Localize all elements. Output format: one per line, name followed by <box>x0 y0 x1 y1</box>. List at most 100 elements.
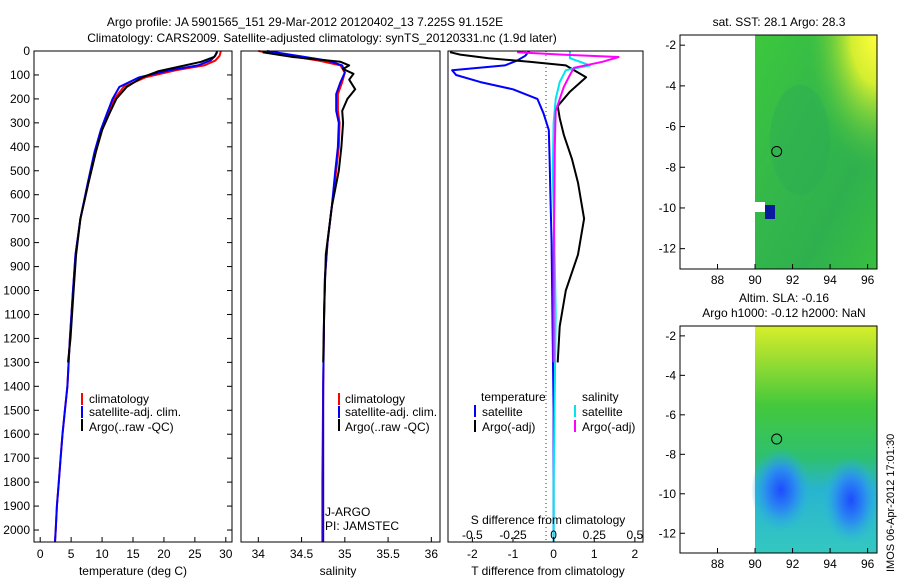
salinity-xtick-label: 35 <box>338 547 352 561</box>
temp-legend-sat: satellite-adj. clim. <box>89 405 181 419</box>
salinity-xtick-label: 34 <box>252 547 266 561</box>
difference-series-1 <box>449 51 588 363</box>
temperature-xlabel: temperature (deg C) <box>79 564 187 578</box>
sla-map-xtick-label: 88 <box>711 557 725 571</box>
temperature-xtick-label: 0 <box>37 547 44 561</box>
depth-ytick-label: 900 <box>10 260 30 274</box>
temperature-series <box>54 50 222 543</box>
difference-sal-tick-label: 0.5 <box>627 528 644 542</box>
difference-xlabel-temperature: T difference from climatology <box>471 564 625 578</box>
difference-xtick-label: 2 <box>632 547 639 561</box>
sla-map-ytick-label: -10 <box>659 487 677 501</box>
diff-legend-tsat: satellite <box>482 405 523 419</box>
sla-map-title-1: Altim. SLA: -0.16 <box>739 291 829 305</box>
institution-name: J-ARGO <box>325 505 370 519</box>
depth-ytick-label: 1600 <box>3 427 30 441</box>
sla-map-low-west <box>751 448 811 532</box>
temperature-xtick-label: 25 <box>188 547 202 561</box>
depth-ytick-label: 1200 <box>3 331 30 345</box>
salinity-xtick-label: 36 <box>425 547 439 561</box>
temperature-xtick-label: 30 <box>219 547 233 561</box>
salinity-legend: climatology satellite-adj. clim. Argo(..… <box>338 392 437 434</box>
difference-sal-tick-label: -0.25 <box>499 528 527 542</box>
sst-map-ytick-label: -6 <box>665 120 676 134</box>
salinity-x-ticks: 34 34.5 35 35.5 36 <box>252 537 439 561</box>
difference-sal-tick-label: 0.25 <box>583 528 607 542</box>
sst-map-y-ticks: -2 -4 -6 -8 -10 -12 <box>659 38 685 256</box>
depth-ytick-label: 1900 <box>3 499 30 513</box>
depth-ytick-label: 1400 <box>3 379 30 393</box>
sla-map-xtick-label: 96 <box>861 557 875 571</box>
sst-map-x-ticks: 88 90 92 94 96 <box>711 264 875 287</box>
depth-ytick-label: 700 <box>10 212 30 226</box>
sst-map-ytick-label: -4 <box>665 79 676 93</box>
depth-ytick-label: 200 <box>10 92 30 106</box>
sla-map-ytick-label: -4 <box>665 368 676 382</box>
difference-xtick-label: -2 <box>467 547 478 561</box>
sst-map-argo-marker <box>771 145 783 157</box>
depth-ytick-label: 300 <box>10 116 30 130</box>
temp-legend-clim: climatology <box>89 392 149 406</box>
sst-map-xtick-label: 92 <box>786 273 800 287</box>
difference-sal-tick-label: -0.5 <box>462 528 483 542</box>
temperature-legend: climatology satellite-adj. clim. Argo(..… <box>81 392 181 434</box>
principal-investigator: PI: JAMSTEC <box>325 519 399 533</box>
difference-sal-tick-label: 0 <box>550 528 557 542</box>
temperature-series-1 <box>54 50 219 543</box>
temperature-y-ticks: 0 100 200 300 400 500 600 700 800 900 1000 1100 1200… <box>3 44 232 537</box>
temperature-panel: 0 5 10 15 20 25 30 0 100 200 300 400 500 600 700 800 90… <box>3 44 233 578</box>
sla-map-panel: Altim. SLA: -0.16 Argo h1000: -0.12 h200… <box>659 291 879 571</box>
depth-ytick-label: 0 <box>23 44 30 58</box>
difference-x-ticks: -2 -1 0 1 2 <box>467 537 639 561</box>
sla-map-ytick-label: -2 <box>665 329 676 343</box>
sst-map-xtick-label: 96 <box>861 273 875 287</box>
temperature-xtick-label: 20 <box>157 547 171 561</box>
diff-legend-ssat: satellite <box>582 405 623 419</box>
sla-map-frame <box>679 325 878 554</box>
title-line-2: Climatology: CARS2009. Satellite-adjuste… <box>87 31 557 45</box>
depth-ytick-label: 1300 <box>3 355 30 369</box>
sla-map-xtick-label: 90 <box>748 557 762 571</box>
salinity-series <box>258 50 357 542</box>
sla-map-ytick-label: -12 <box>659 526 677 540</box>
sst-map-cool-patch <box>770 85 830 195</box>
difference-sal-ticks: -0.5 -0.25 0 0.25 0.5 <box>462 528 644 542</box>
footer-timestamp: IMOS 06-Apr-2012 17:01:30 <box>885 434 897 572</box>
depth-ytick-label: 1500 <box>3 403 30 417</box>
sla-map-x-ticks: 88 90 92 94 96 <box>711 548 875 571</box>
sla-map-low-east <box>823 456 879 544</box>
sst-map-ytick-label: -12 <box>659 242 677 256</box>
difference-series <box>449 50 620 542</box>
sst-map-warm-corner <box>755 35 877 269</box>
diff-legend-sal-title: salinity <box>582 390 619 404</box>
sal-legend-argo: Argo(..raw -QC) <box>345 420 430 434</box>
sla-map-y-ticks: -2 -4 -6 -8 -10 -12 <box>659 329 685 540</box>
sla-map-title-2: Argo h1000: -0.12 h2000: NaN <box>702 306 865 320</box>
salinity-xlabel: salinity <box>320 564 357 578</box>
sla-map-ytick-label: -6 <box>665 408 676 422</box>
difference-series-2 <box>551 51 592 542</box>
temperature-series-0 <box>54 50 222 543</box>
salinity-panel: 34 34.5 35 35.5 36 salinity climatology sate… <box>240 50 441 578</box>
difference-xtick-label: 0 <box>550 547 557 561</box>
temperature-x-ticks: 0 5 10 15 20 25 30 <box>37 537 233 561</box>
diff-legend-temp-title: temperature <box>481 390 546 404</box>
sst-map-frame <box>679 34 878 270</box>
salinity-series-0 <box>258 50 346 542</box>
depth-ytick-label: 600 <box>10 188 30 202</box>
diff-legend-targo: Argo(-adj) <box>482 420 535 434</box>
depth-ytick-label: 100 <box>10 68 30 82</box>
sst-map-xtick-label: 90 <box>748 273 762 287</box>
depth-ytick-label: 1100 <box>4 307 30 321</box>
depth-ytick-label: 400 <box>10 140 30 154</box>
temperature-series-2 <box>67 51 219 363</box>
sla-map-xtick-label: 92 <box>786 557 800 571</box>
temperature-xtick-label: 5 <box>68 547 75 561</box>
temperature-xtick-label: 10 <box>95 547 109 561</box>
temperature-xtick-label: 15 <box>126 547 140 561</box>
title-line-1: Argo profile: JA 5901565_151 29-Mar-2012… <box>107 15 503 29</box>
depth-ytick-label: 800 <box>10 236 30 250</box>
salinity-xtick-label: 34.5 <box>290 547 314 561</box>
sst-map-panel: sat. SST: 28.1 Argo: 28.3 88 90 92 94 96 -2-… <box>659 15 878 287</box>
